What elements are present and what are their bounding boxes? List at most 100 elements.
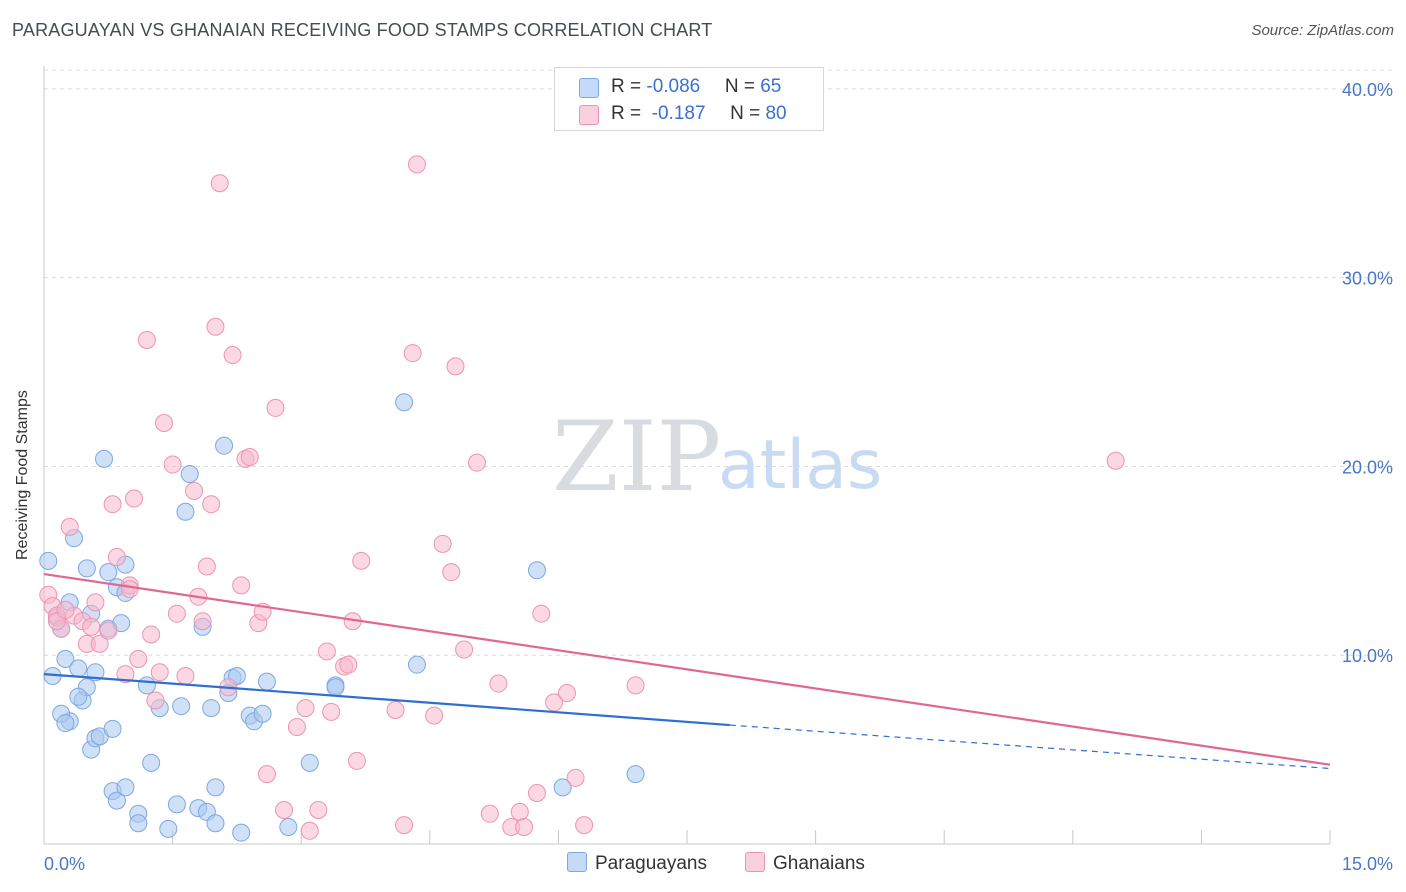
scatter-point: [129, 814, 148, 833]
scatter-point: [395, 393, 414, 412]
scatter-point: [129, 649, 148, 668]
scatter-point: [60, 517, 79, 536]
scatter-point: [532, 604, 551, 623]
trend-lines: [43, 572, 1331, 770]
scatter-point: [146, 691, 165, 710]
x-tick-label: 15.0%: [1342, 854, 1393, 874]
scatter-point: [150, 663, 169, 682]
trend-line-paraguayans: [43, 673, 730, 727]
bottom-legend-paraguayans: Paraguayans: [567, 852, 707, 875]
scatter-point: [95, 449, 114, 468]
bottom-legend-swatch-paraguayans: [567, 852, 587, 872]
scatter-point: [266, 398, 285, 417]
scatter-point: [56, 600, 75, 619]
scatter-point: [82, 617, 101, 636]
scatter-point: [287, 717, 306, 736]
scatter-point: [103, 495, 122, 514]
scatter-point: [626, 765, 645, 784]
x-tick-label: 0.0%: [44, 854, 85, 874]
scatter-point: [253, 704, 272, 723]
tick-labels: 10.0% 20.0% 30.0% 40.0% 0.0% 15.0%: [44, 80, 1393, 874]
scatter-point: [116, 665, 135, 684]
y-tick-label: 20.0%: [1342, 457, 1393, 477]
scatter-point: [309, 801, 328, 820]
chart-title: PARAGUAYAN VS GHANAIAN RECEIVING FOOD ST…: [12, 20, 713, 40]
grid-lines: [44, 69, 1392, 656]
scatter-point: [56, 714, 75, 733]
scatter-point: [326, 678, 345, 697]
scatter-point: [527, 561, 546, 580]
bottom-legend-ghanaians: Ghanaians: [745, 852, 865, 875]
scatter-point: [240, 448, 259, 466]
y-tick-label: 10.0%: [1342, 646, 1393, 666]
legend-swatch-paraguayans: [579, 78, 599, 98]
scatter-point: [142, 753, 161, 772]
scatter-point: [232, 823, 251, 842]
scatter-point: [553, 778, 572, 797]
scatter-point: [86, 593, 105, 612]
scatter-point: [107, 791, 126, 810]
watermark-zip: ZIP: [552, 401, 721, 513]
scatter-point: [257, 765, 276, 784]
scatter-point: [197, 557, 216, 576]
bottom-legend-swatch-ghanaians: [745, 852, 765, 872]
scatter-point: [575, 816, 594, 835]
scatter-point: [137, 676, 156, 695]
legend: R = -0.086 N = 65 R = -0.187 N = 80: [554, 67, 824, 131]
scatter-point: [202, 495, 221, 514]
scatter-point: [99, 563, 118, 582]
scatter-point: [202, 699, 221, 718]
bottom-legend-label-ghanaians: Ghanaians: [773, 853, 865, 874]
scatter-point: [90, 634, 109, 653]
axes: [43, 66, 1331, 845]
scatter-point: [433, 534, 452, 553]
scatter-point: [279, 818, 298, 837]
scatter-point: [232, 576, 251, 595]
scatter-point: [176, 666, 195, 685]
scatter-point: [455, 640, 474, 659]
legend-n-value: 80: [765, 103, 787, 124]
legend-r-label: R =: [611, 76, 647, 97]
scatter-point: [403, 344, 422, 363]
legend-r-value: -0.187: [646, 103, 706, 124]
scatter-point: [300, 821, 319, 840]
scatter-point: [206, 317, 225, 336]
legend-r-label: R =: [611, 103, 647, 124]
scatter-point: [339, 655, 358, 674]
scatter-point: [510, 802, 529, 821]
scatter-point: [193, 612, 212, 631]
scatter-point: [155, 414, 174, 433]
series-ghanaians-points: [39, 155, 1125, 840]
scatter-point: [275, 801, 294, 820]
scatter-point: [137, 330, 156, 349]
scatter-point: [300, 753, 319, 772]
scatter-point: [257, 672, 276, 691]
scatter-point: [386, 700, 405, 719]
scatter-point: [442, 563, 461, 582]
scatter-point: [467, 453, 486, 472]
scatter-point: [395, 816, 414, 835]
scatter-point: [206, 778, 225, 797]
scatter-point: [425, 706, 444, 725]
legend-r-value: -0.086: [646, 76, 701, 97]
scatter-point: [210, 174, 229, 193]
watermark-atlas: atlas: [718, 426, 882, 505]
scatter-point: [167, 604, 186, 623]
scatter-point: [176, 502, 195, 521]
scatter-point: [116, 778, 135, 797]
scatter-point: [159, 819, 178, 838]
scatter-point: [167, 795, 186, 814]
scatter-point: [446, 357, 465, 376]
scatter-point: [206, 814, 225, 833]
legend-swatch-ghanaians: [579, 105, 599, 125]
scatter-point: [515, 818, 534, 837]
scatter-point: [489, 674, 508, 693]
legend-n-label: N =: [730, 103, 766, 124]
scatter-point: [99, 621, 118, 640]
scatter-point: [527, 784, 546, 803]
scatter-point: [86, 663, 105, 682]
trend-line-paraguayans-extension: [729, 724, 1331, 770]
legend-n-label: N =: [724, 76, 761, 97]
scatter-point: [107, 548, 126, 567]
